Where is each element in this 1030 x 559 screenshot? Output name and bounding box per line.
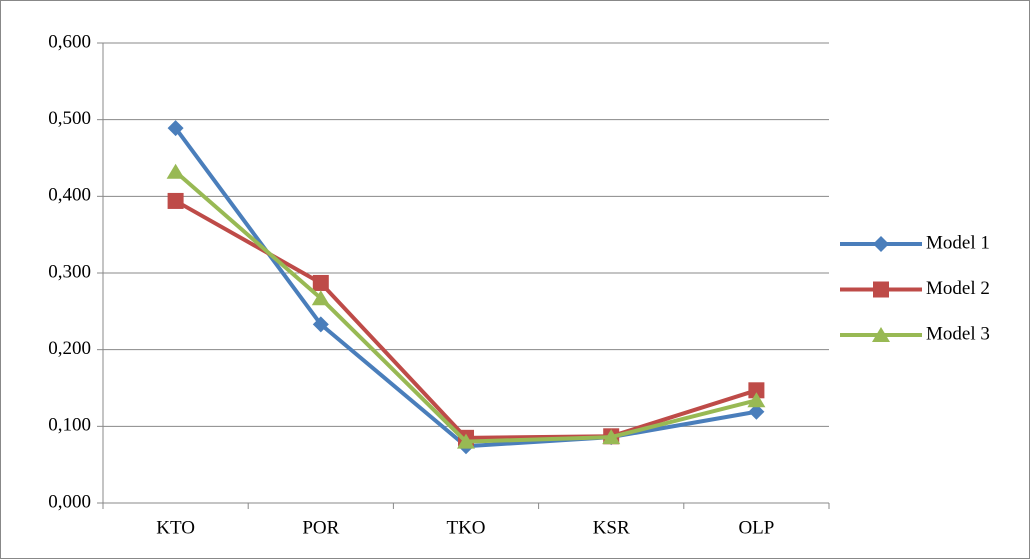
x-tick-label: KSR xyxy=(593,517,630,538)
marker xyxy=(873,236,889,252)
marker xyxy=(311,290,330,306)
marker xyxy=(747,392,766,408)
y-tick-label: 0,500 xyxy=(48,108,91,129)
marker xyxy=(312,316,329,333)
legend-label: Model 1 xyxy=(926,232,990,253)
marker xyxy=(602,429,621,445)
marker xyxy=(873,281,889,298)
legend-label: Model 2 xyxy=(926,278,990,299)
marker xyxy=(167,192,184,209)
marker xyxy=(748,382,765,399)
marker xyxy=(166,163,185,179)
marker xyxy=(457,433,475,449)
y-tick-label: 0,200 xyxy=(48,338,91,359)
x-tick-label: KTO xyxy=(156,517,195,538)
marker xyxy=(167,120,184,137)
y-tick-label: 0,000 xyxy=(48,491,91,512)
x-tick-label: OLP xyxy=(738,517,774,538)
y-tick-label: 0,100 xyxy=(48,415,91,436)
legend-label: Model 3 xyxy=(926,323,990,344)
marker xyxy=(748,403,765,420)
y-tick-label: 0,400 xyxy=(48,185,91,206)
y-tick-label: 0,600 xyxy=(48,31,91,52)
marker xyxy=(872,327,890,342)
x-tick-label: TKO xyxy=(446,517,485,538)
y-tick-label: 0,300 xyxy=(48,261,91,282)
marker xyxy=(312,274,329,291)
x-tick-label: POR xyxy=(302,517,339,538)
